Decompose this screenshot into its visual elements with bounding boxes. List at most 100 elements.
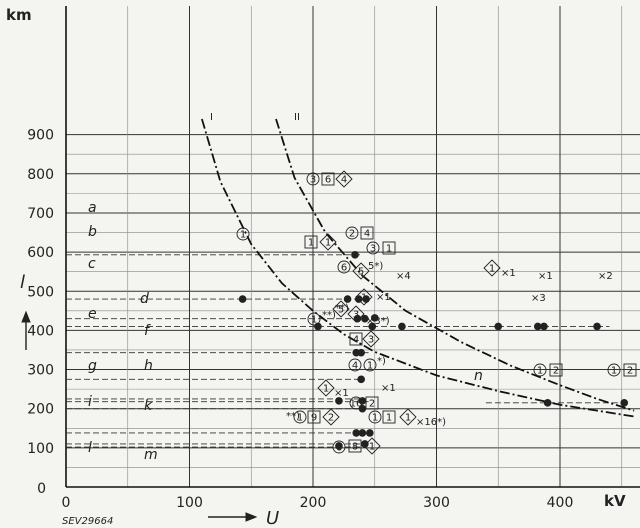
circle-annotation-label: 3 xyxy=(310,175,316,186)
data-point xyxy=(620,399,629,407)
diamond-annotation xyxy=(347,305,365,323)
circle-annotation-label: 1 xyxy=(611,366,617,377)
diamond-annotation xyxy=(399,408,417,426)
circle-annotation xyxy=(236,227,250,241)
circle-annotation xyxy=(332,440,346,454)
curves: I II xyxy=(201,112,635,418)
reference-label-c: c xyxy=(88,256,96,272)
reference-label-g: g xyxy=(88,358,97,374)
data-point xyxy=(352,429,361,437)
cross-annotation: ×1 xyxy=(381,383,396,394)
data-point xyxy=(335,397,343,405)
y-tick-label: 500 xyxy=(27,284,54,300)
data-point xyxy=(357,348,365,357)
box-annotation xyxy=(623,363,637,377)
box-annotation xyxy=(382,241,396,255)
circle-annotation xyxy=(348,358,362,372)
reference-label-m: m xyxy=(144,447,158,463)
reference-label-f: f xyxy=(144,323,151,339)
diamond-annotation xyxy=(483,259,501,277)
grid xyxy=(66,6,640,487)
reference-label-l: l xyxy=(88,440,92,456)
data-point xyxy=(335,442,343,450)
circle-annotation-label: 16 xyxy=(350,399,363,410)
x-axis-label: U xyxy=(266,508,279,528)
diamond-annotation xyxy=(317,379,335,397)
reference-label-a: a xyxy=(88,200,97,216)
curve-label-II: II xyxy=(294,112,300,123)
tick-labels: 100 200 300 400 500 600 700 800 900 0 100 200 300 400 xyxy=(27,128,573,511)
x-tick-label: 0 xyxy=(62,495,71,511)
reference-label-b: b xyxy=(88,224,97,240)
circle-annotation-label: 1 xyxy=(311,315,317,326)
footnote-annotation: 5*) xyxy=(368,261,383,272)
box-annotation-label: 6 xyxy=(325,175,331,186)
y-tick-label: 200 xyxy=(27,402,54,418)
cross-annotation: ×3*) xyxy=(366,316,390,327)
cross-annotation: ×1 xyxy=(376,292,391,303)
diamond-annotation-label: 1 xyxy=(325,238,331,249)
box-annotation xyxy=(304,235,318,249)
diamond-annotation-label: 2 xyxy=(328,413,334,424)
data-point xyxy=(540,322,548,331)
footnote-annotation: *) xyxy=(377,356,386,367)
box-annotation-label: 2 xyxy=(627,366,633,377)
reference-label-e: e xyxy=(88,306,97,322)
box-annotation-label: 2 xyxy=(369,399,375,410)
diamond-annotation-label: 1 xyxy=(361,293,367,304)
circle-annotation-label: 6 xyxy=(336,443,342,454)
data-point xyxy=(366,429,374,437)
y-tick-label: 700 xyxy=(27,206,54,222)
data-point xyxy=(361,440,369,448)
circle-annotation-label: 1 xyxy=(537,366,543,377)
diamond-annotation-label: 3 xyxy=(368,335,374,346)
diamond-annotation-label: 5 xyxy=(358,267,364,278)
box-annotation-label: 4 xyxy=(364,229,370,240)
data-point xyxy=(358,429,367,437)
circle-annotation-label: 4 xyxy=(352,361,358,372)
diamond-annotation-label: 1 xyxy=(369,442,375,453)
x-tick-label: 100 xyxy=(176,495,203,511)
circle-annotation-label: 3 xyxy=(370,244,376,255)
data-points xyxy=(238,251,629,450)
box-annotation-label: 8 xyxy=(352,442,358,453)
circle-annotation-label: 1 xyxy=(367,361,373,372)
circle-annotation xyxy=(366,241,380,255)
cross-annotation: ×2 xyxy=(598,271,613,282)
y-axis-arrow xyxy=(21,310,31,350)
diamond-annotation-label: 1 xyxy=(323,384,329,395)
data-point xyxy=(370,314,379,322)
reference-label-h: h xyxy=(144,358,153,374)
axes xyxy=(65,6,640,488)
diamond-annotation xyxy=(322,408,340,426)
y-tick-label: 900 xyxy=(27,128,54,144)
x-tick-label: 300 xyxy=(423,495,450,511)
x-tick-label: 400 xyxy=(547,495,574,511)
box-annotation-label: 1 xyxy=(386,413,392,424)
data-point xyxy=(353,314,362,323)
circle-annotation xyxy=(307,312,321,326)
diamond-annotation xyxy=(363,437,381,455)
circle-annotation xyxy=(533,363,547,377)
y-axis-label: l xyxy=(20,272,25,293)
data-point xyxy=(343,295,352,303)
curve-label-I: I xyxy=(210,112,213,123)
reference-label-d: d xyxy=(140,291,149,307)
footnote-annotation: **) xyxy=(322,310,336,321)
box-annotation-label: 1 xyxy=(386,244,392,255)
circle-annotation-label: 2 xyxy=(349,229,355,240)
circle-annotation-label: 6 xyxy=(341,263,347,274)
data-point xyxy=(357,375,365,384)
diamond-annotation xyxy=(362,330,380,348)
box-annotation xyxy=(365,396,379,410)
circle-annotation xyxy=(345,226,359,240)
diamond-annotation-label: 4 xyxy=(341,175,347,186)
diamond-annotation-label: 5 xyxy=(338,305,344,316)
cross-annotation: ×3 xyxy=(531,293,546,304)
box-annotation xyxy=(348,439,362,453)
reference-label-i: i xyxy=(88,394,92,410)
data-point xyxy=(351,251,359,259)
data-point xyxy=(368,322,377,331)
cross-annotation: ×1 xyxy=(501,268,516,279)
